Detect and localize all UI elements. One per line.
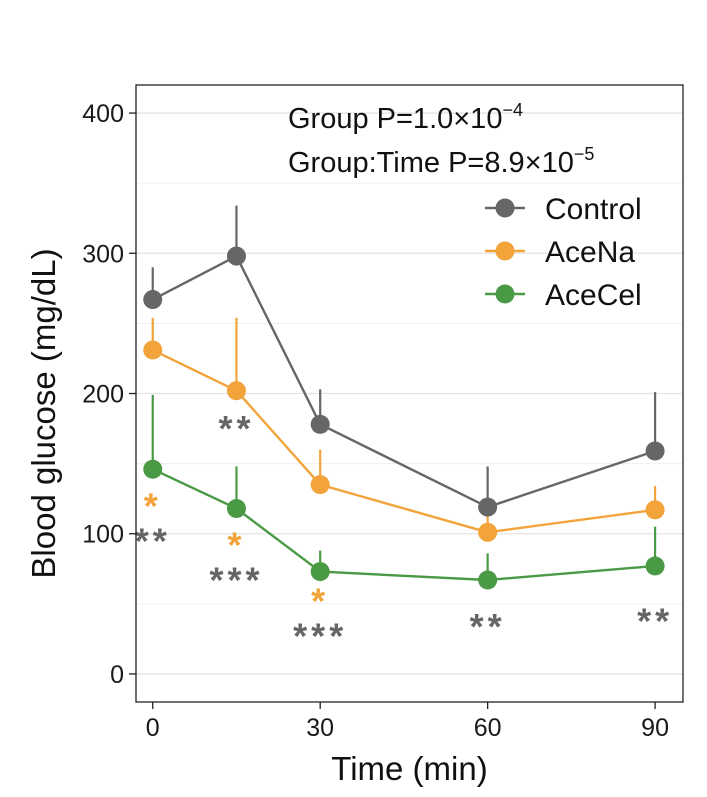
y-tick-label-0: 0 — [110, 661, 124, 689]
annotation-2-base: Group:Time P=8.9×10 — [288, 147, 574, 179]
significance-marker-0: * — [144, 485, 162, 526]
x-tick-label-0: 0 — [146, 714, 160, 742]
significance-marker-8: ** — [637, 600, 673, 641]
legend-label-acena: AceNa — [545, 236, 635, 269]
annotation-2: Group:Time P=8.9×10−5 — [288, 144, 594, 179]
significance-marker-6: *** — [293, 616, 347, 657]
legend: Control AceNa AceCel — [485, 193, 642, 312]
data-point-control-15 — [226, 246, 246, 266]
legend-marker-acena — [495, 241, 515, 261]
data-point-control-60 — [478, 497, 498, 517]
x-axis-title: Time (min) — [331, 750, 487, 787]
legend-label-control: Control — [545, 193, 642, 226]
y-tick-label-300: 300 — [82, 240, 124, 268]
legend-label-acecel: AceCel — [545, 279, 642, 312]
data-point-acecel-30 — [310, 562, 330, 582]
data-point-acena-60 — [478, 522, 498, 542]
x-tick-label-60: 60 — [474, 714, 502, 742]
annotation-1-base: Group P=1.0×10 — [288, 103, 502, 135]
axes: 0 100 200 300 400 0 30 60 90 — [82, 100, 669, 742]
data-point-acecel-0 — [143, 459, 163, 479]
legend-marker-acecel — [495, 284, 515, 304]
significance-marker-2: ** — [218, 408, 254, 449]
annotation-1: Group P=1.0×10−4 — [288, 100, 523, 135]
significance-marker-1: ** — [135, 520, 171, 561]
significance-marker-7: ** — [470, 606, 506, 647]
y-tick-label-100: 100 — [82, 521, 124, 549]
data-point-control-90 — [645, 441, 665, 461]
data-point-acena-90 — [645, 500, 665, 520]
legend-marker-control — [495, 198, 515, 218]
significance-marker-3: * — [227, 525, 245, 566]
data-point-acecel-60 — [478, 570, 498, 590]
data-point-control-30 — [310, 414, 330, 434]
significance-marker-5: * — [311, 581, 329, 622]
statistics-annotations: Group P=1.0×10−4 Group:Time P=8.9×10−5 — [288, 100, 594, 179]
data-point-acena-15 — [226, 381, 246, 401]
data-point-acena-0 — [143, 340, 163, 360]
data-points — [143, 246, 665, 590]
data-point-acecel-15 — [226, 498, 246, 518]
data-point-acecel-90 — [645, 556, 665, 576]
data-point-control-0 — [143, 290, 163, 310]
x-tick-label-30: 30 — [306, 714, 334, 742]
significance-markers: ************* ** ** — [135, 408, 673, 657]
annotation-1-exponent: −4 — [502, 100, 523, 120]
data-point-acena-30 — [310, 475, 330, 495]
annotation-2-exponent: −5 — [574, 144, 595, 164]
y-tick-label-400: 400 — [82, 100, 124, 128]
significance-marker-4: *** — [209, 560, 263, 601]
grid-lines — [136, 112, 683, 675]
x-tick-label-90: 90 — [641, 714, 669, 742]
y-axis-title: Blood glucose (mg/dL) — [25, 248, 62, 578]
y-tick-label-200: 200 — [82, 381, 124, 409]
